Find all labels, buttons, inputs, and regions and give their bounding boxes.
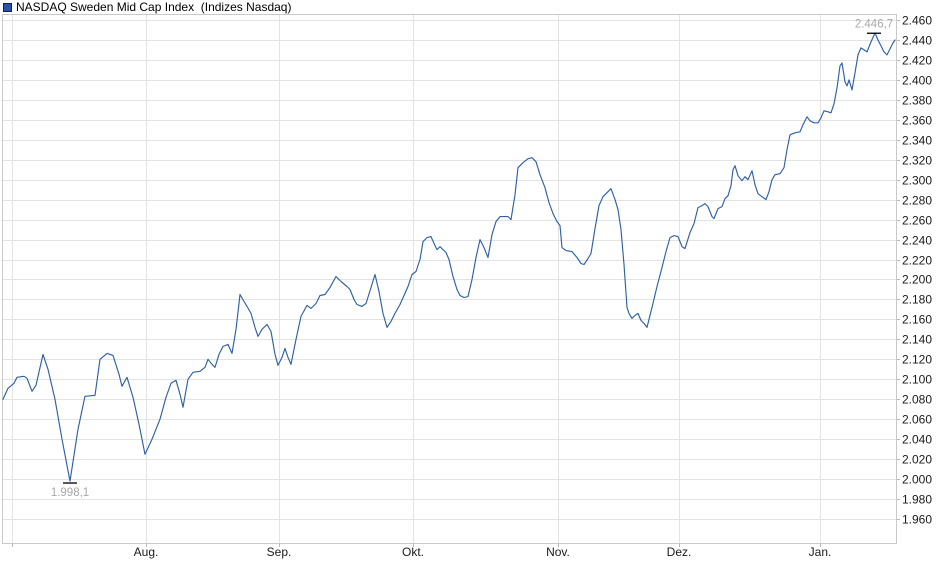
y-tick-label: 2.200	[902, 273, 932, 287]
y-tick-label: 1.960	[902, 513, 932, 527]
high-marker-label: 2.446,7	[855, 18, 893, 30]
y-tick-label: 2.180	[902, 293, 932, 307]
y-tick-label: 2.360	[902, 114, 932, 128]
y-tick-label: 2.440	[902, 34, 932, 48]
y-tick-label: 2.140	[902, 333, 932, 347]
y-tick-label: 2.120	[902, 353, 932, 367]
plot-border	[2, 14, 897, 544]
y-tick-label: 2.260	[902, 214, 932, 228]
y-tick-label: 2.060	[902, 413, 932, 427]
price-line	[2, 32, 896, 482]
y-tick-label: 2.460	[902, 14, 932, 28]
y-tick-label: 2.160	[902, 313, 932, 327]
y-tick-label: 2.380	[902, 94, 932, 108]
y-tick-label: 2.420	[902, 54, 932, 68]
x-tick-label: Nov.	[546, 545, 570, 559]
y-tick-label: 2.340	[902, 134, 932, 148]
chart-legend: NASDAQ Sweden Mid Cap Index (Indizes Nas…	[3, 1, 291, 14]
y-tick-label: 2.280	[902, 194, 932, 208]
y-tick-label: 2.080	[902, 393, 932, 407]
x-tick-label: Okt.	[402, 545, 424, 559]
y-tick-label: 2.400	[902, 74, 932, 88]
chart-title: NASDAQ Sweden Mid Cap Index (Indizes Nas…	[16, 0, 292, 14]
y-tick-label: 2.320	[902, 154, 932, 168]
x-tick-label: Dez.	[667, 545, 692, 559]
y-tick-label: 2.100	[902, 373, 932, 387]
y-tick-label: 2.000	[902, 473, 932, 487]
y-tick-label: 1.980	[902, 493, 932, 507]
x-tick-label: Sep.	[267, 545, 292, 559]
y-tick-label: 2.220	[902, 254, 932, 268]
low-marker-label: 1.998,1	[51, 487, 89, 499]
y-tick-label: 2.300	[902, 174, 932, 188]
y-tick-label: 2.240	[902, 234, 932, 248]
x-tick-label: Jan.	[809, 545, 832, 559]
x-tick-label: Aug.	[134, 545, 159, 559]
y-tick-label: 2.020	[902, 453, 932, 467]
series-color-swatch-icon	[3, 3, 12, 12]
y-tick-label: 2.040	[902, 433, 932, 447]
